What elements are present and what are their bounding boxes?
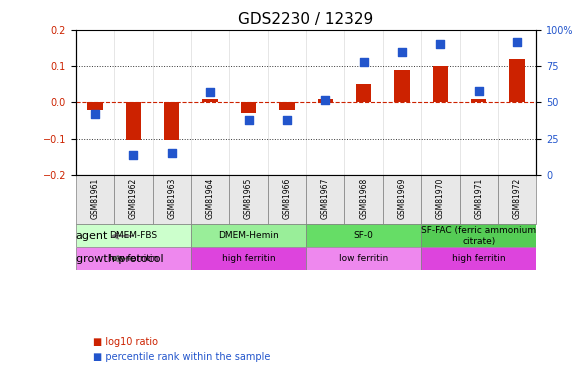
FancyBboxPatch shape <box>459 175 498 225</box>
Bar <box>510 59 525 102</box>
Text: SF-0: SF-0 <box>354 231 374 240</box>
Text: agent: agent <box>76 231 108 241</box>
Point <box>129 152 138 157</box>
Text: ■ log10 ratio: ■ log10 ratio <box>93 337 158 347</box>
Text: GSM81971: GSM81971 <box>475 177 483 219</box>
FancyBboxPatch shape <box>421 247 536 270</box>
Text: GSM81963: GSM81963 <box>167 177 176 219</box>
FancyBboxPatch shape <box>76 225 191 247</box>
Text: high ferritin: high ferritin <box>452 254 505 263</box>
Point <box>90 111 100 117</box>
Text: GSM81965: GSM81965 <box>244 177 253 219</box>
Bar <box>126 102 141 140</box>
FancyBboxPatch shape <box>498 175 536 225</box>
FancyBboxPatch shape <box>76 247 191 270</box>
Point <box>398 49 407 55</box>
Bar <box>318 99 333 102</box>
Text: SF-FAC (ferric ammonium
citrate): SF-FAC (ferric ammonium citrate) <box>422 226 536 246</box>
Point <box>205 89 215 95</box>
Bar <box>202 99 218 102</box>
Text: DMEM-FBS: DMEM-FBS <box>109 231 157 240</box>
Bar <box>87 102 103 110</box>
Text: high ferritin: high ferritin <box>222 254 275 263</box>
Bar <box>356 84 371 102</box>
Point <box>474 88 483 94</box>
Bar <box>433 66 448 102</box>
Text: GSM81967: GSM81967 <box>321 177 330 219</box>
Bar <box>279 102 294 110</box>
Title: GDS2230 / 12329: GDS2230 / 12329 <box>238 12 374 27</box>
Bar <box>241 102 256 113</box>
FancyBboxPatch shape <box>421 225 536 247</box>
FancyBboxPatch shape <box>306 225 421 247</box>
Text: ■ percentile rank within the sample: ■ percentile rank within the sample <box>93 352 271 362</box>
FancyBboxPatch shape <box>191 225 306 247</box>
Text: GSM81964: GSM81964 <box>206 177 215 219</box>
Text: growth protocol: growth protocol <box>76 254 163 264</box>
Text: GSM81972: GSM81972 <box>512 177 522 219</box>
Text: GSM81962: GSM81962 <box>129 177 138 219</box>
Text: GSM81961: GSM81961 <box>90 177 100 219</box>
FancyBboxPatch shape <box>268 175 306 225</box>
Text: GSM81968: GSM81968 <box>359 177 368 219</box>
Text: low ferritin: low ferritin <box>109 254 158 263</box>
Point <box>321 96 330 102</box>
Text: GSM81970: GSM81970 <box>436 177 445 219</box>
FancyBboxPatch shape <box>306 247 421 270</box>
FancyBboxPatch shape <box>191 247 306 270</box>
Bar <box>471 99 486 102</box>
Text: low ferritin: low ferritin <box>339 254 388 263</box>
Point <box>436 42 445 48</box>
FancyBboxPatch shape <box>76 175 114 225</box>
Text: GSM81969: GSM81969 <box>398 177 406 219</box>
Bar <box>394 70 410 102</box>
Point <box>282 117 292 123</box>
FancyBboxPatch shape <box>345 175 383 225</box>
Text: GSM81966: GSM81966 <box>282 177 292 219</box>
FancyBboxPatch shape <box>191 175 229 225</box>
FancyBboxPatch shape <box>229 175 268 225</box>
Bar <box>164 102 180 140</box>
FancyBboxPatch shape <box>421 175 459 225</box>
FancyBboxPatch shape <box>383 175 421 225</box>
Point <box>359 59 368 65</box>
Point <box>167 150 177 156</box>
Point <box>244 117 253 123</box>
Point <box>512 39 522 45</box>
Text: DMEM-Hemin: DMEM-Hemin <box>218 231 279 240</box>
FancyBboxPatch shape <box>153 175 191 225</box>
FancyBboxPatch shape <box>114 175 153 225</box>
FancyBboxPatch shape <box>306 175 345 225</box>
